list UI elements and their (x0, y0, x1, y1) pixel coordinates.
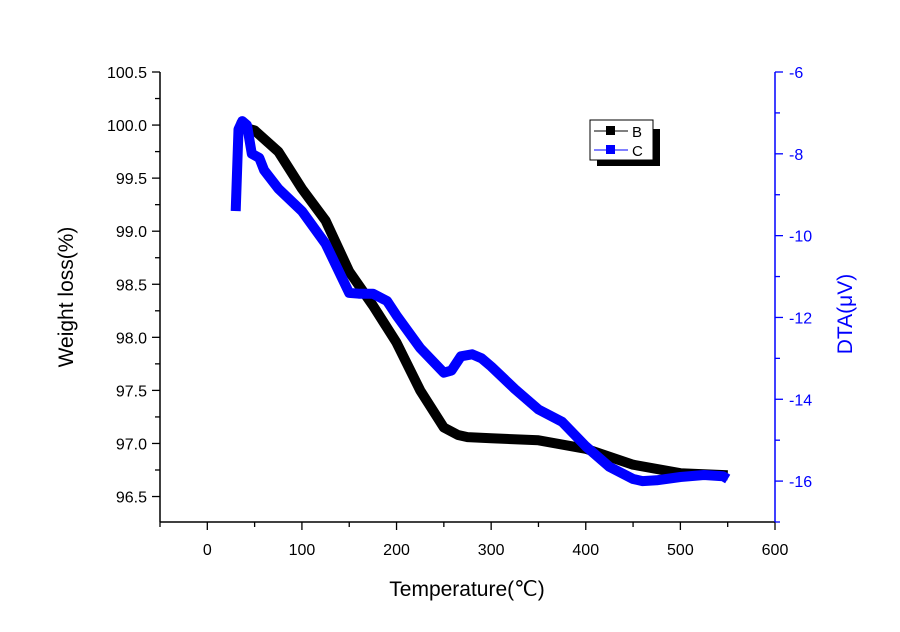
legend-label-b: B (632, 124, 642, 141)
y-tick-label: 97.0 (116, 436, 147, 453)
y2-axis-label: DTA(μV) (834, 274, 857, 355)
y-tick-label: 97.5 (116, 383, 147, 400)
y-tick-label: 99.0 (116, 224, 147, 241)
y2-tick-label: -12 (789, 310, 812, 327)
legend-marker-c (606, 145, 615, 154)
x-tick-label: 0 (203, 542, 212, 559)
y2-tick-label: -14 (789, 392, 812, 409)
x-tick-label: 300 (478, 542, 505, 559)
x-tick-label: 400 (572, 542, 599, 559)
x-axis-label: Temperature(℃) (389, 578, 544, 601)
legend-marker-b (606, 126, 615, 135)
x-tick-label: 200 (383, 542, 410, 559)
y2-tick-label: -10 (789, 229, 812, 246)
y2-tick-label: -16 (789, 474, 812, 491)
y-tick-label: 96.5 (116, 490, 147, 507)
series-line-b (234, 120, 728, 481)
x-tick-label: 100 (289, 542, 316, 559)
y-tick-label: 98.5 (116, 277, 147, 294)
series-line-c (230, 116, 731, 487)
x-tick-label: 500 (667, 542, 694, 559)
axes: 0 100 200 300 400 500 600 96.5 97.0 97.5 98.0 98.5 9… (107, 65, 812, 559)
y-tick-label: 99.5 (116, 171, 147, 188)
y-tick-label: 100.5 (107, 65, 147, 82)
x-tick-label: 600 (762, 542, 789, 559)
plot-area (230, 116, 731, 487)
legend: B C (589, 119, 660, 166)
legend-label-c: C (632, 143, 643, 160)
legend-box (589, 119, 654, 161)
y-axis-label: Weight loss(%) (55, 227, 78, 368)
y-tick-label: 100.0 (107, 118, 147, 135)
y2-tick-label: -8 (789, 147, 803, 164)
y2-tick-label: -6 (789, 65, 803, 82)
y-tick-label: 98.0 (116, 330, 147, 347)
